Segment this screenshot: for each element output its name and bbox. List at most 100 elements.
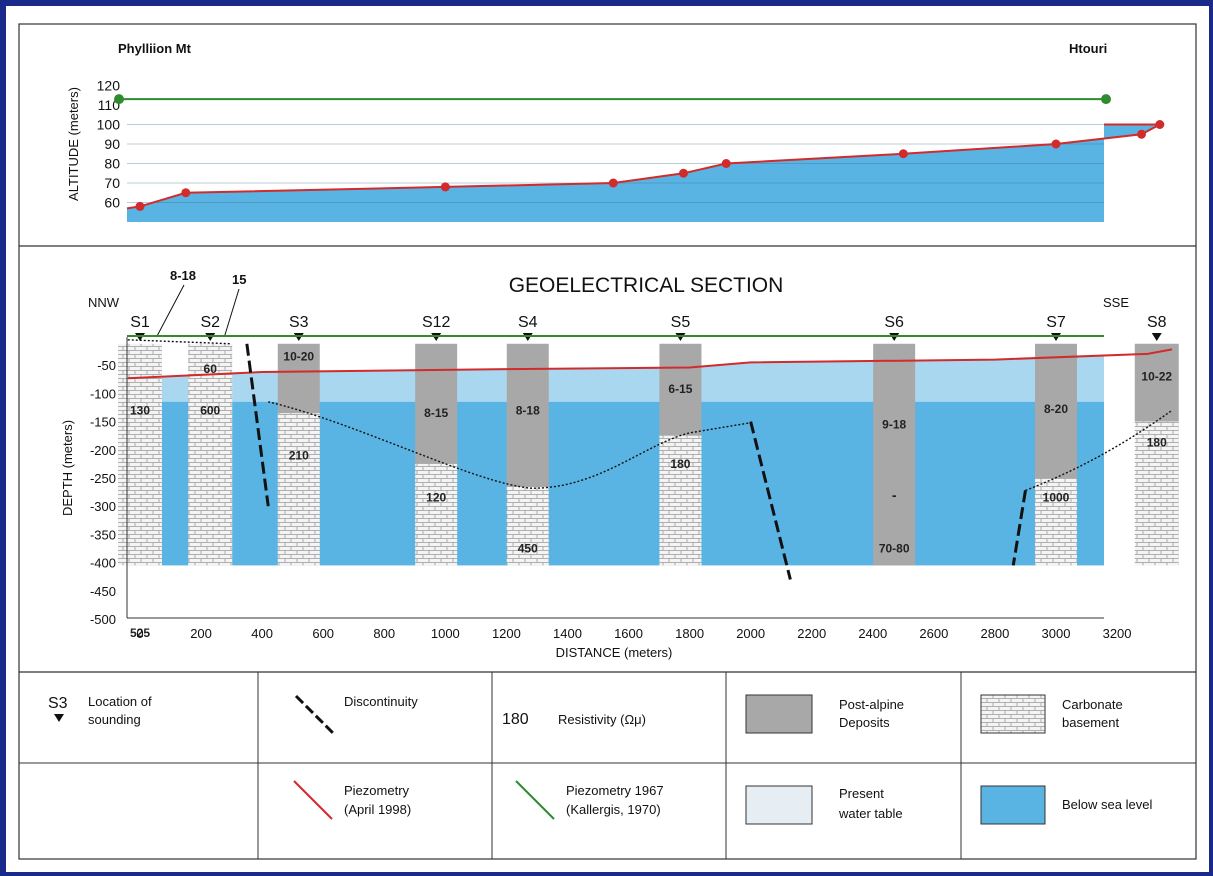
distance-tick-label: 1000 <box>431 626 460 641</box>
legend-piezo-1998-1: Piezometry <box>344 783 410 798</box>
resistivity-label: 525 <box>130 626 150 640</box>
legend-piezo-1998-2: (April 1998) <box>344 802 411 817</box>
post-alpine-column <box>506 343 549 487</box>
legend-piezo-1967-2: (Kallergis, 1970) <box>566 802 661 817</box>
geoelectrical-figure: Phylliion Mt Htouri ALTITUDE (meters) 12… <box>18 23 1197 860</box>
depth-tick-label: -300 <box>90 499 116 514</box>
legend-post-alpine-2: Deposits <box>839 715 890 730</box>
carbonate-column <box>506 486 549 566</box>
resistivity-label: 10-20 <box>283 350 314 364</box>
callout-label-15: 15 <box>232 272 246 287</box>
piezometry-1998-symbol-icon <box>293 780 333 820</box>
discontinuity-line <box>749 421 792 580</box>
depth-tick-label: -500 <box>90 612 116 627</box>
altitude-point <box>898 149 908 159</box>
depth-tick-label: -150 <box>90 415 116 430</box>
altitude-tick-label: 120 <box>97 78 121 94</box>
resistivity-label: 8-18 <box>516 403 540 417</box>
legend-water-table-2: water table <box>838 806 903 821</box>
post-alpine-column <box>659 343 702 436</box>
altitude-point <box>440 182 450 192</box>
sounding-marker-icon <box>54 714 64 722</box>
legend-post-alpine-1: Post-alpine <box>839 697 904 712</box>
basement-contact-dotted <box>268 401 751 489</box>
legend-sea-level-text: Below sea level <box>1062 797 1152 812</box>
legend-sea-level: Below sea level <box>980 785 1152 825</box>
piezometry-1967-point <box>114 94 124 105</box>
distance-tick-label: 800 <box>373 626 395 641</box>
altitude-tick-label: 80 <box>104 156 120 172</box>
distance-tick-label: 400 <box>251 626 273 641</box>
sounding-label: S12 <box>422 314 451 331</box>
discontinuity-symbol-icon <box>294 694 335 735</box>
right-place-label: Htouri <box>1069 41 1107 56</box>
carbonate-column <box>1134 421 1179 566</box>
legend-carbonate: Carbonate basement <box>980 694 1123 734</box>
resistivity-label: 10-22 <box>1141 369 1172 383</box>
section-piezometry-1998-line <box>127 348 1173 380</box>
sounding-label: S4 <box>518 314 538 331</box>
resistivity-label: 450 <box>518 542 538 556</box>
depth-tick-label: -250 <box>90 471 116 486</box>
resistivity-label: 600 <box>200 403 220 417</box>
sea-level-swatch <box>980 785 1046 825</box>
altitude-tick-label: 100 <box>97 117 121 133</box>
altitude-axis-label: ALTITUDE (meters) <box>66 87 81 201</box>
carbonate-column <box>415 463 458 566</box>
altitude-point <box>721 159 731 168</box>
altitude-panel: Phylliion Mt Htouri ALTITUDE (meters) 12… <box>66 41 1165 222</box>
sounding-label: S7 <box>1046 314 1066 331</box>
post-alpine-column <box>1035 343 1077 478</box>
legend: S3 Location of sounding Discontinuity 18… <box>19 672 1196 859</box>
legend-resistivity-text: Resistivity (Ωμ) <box>558 712 646 727</box>
left-place-label: Phylliion Mt <box>118 41 192 56</box>
piezometry-1967-point <box>1101 94 1111 105</box>
altitude-point <box>678 168 688 178</box>
distance-tick-label: 1400 <box>553 626 582 641</box>
distance-tick-label: 1200 <box>492 626 521 641</box>
resistivity-label: 130 <box>130 403 150 417</box>
depth-tick-label: -200 <box>90 443 116 458</box>
distance-tick-label: 2200 <box>797 626 826 641</box>
distance-tick-label: 1800 <box>675 626 704 641</box>
figure-frame: Phylliion Mt Htouri ALTITUDE (meters) 12… <box>5 5 1210 873</box>
distance-tick-label: 600 <box>312 626 334 641</box>
legend-discontinuity: Discontinuity <box>294 694 418 735</box>
sounding-label: S8 <box>1147 314 1167 331</box>
legend-carbonate-1: Carbonate <box>1062 697 1123 712</box>
sounding-marker-icon <box>1151 333 1162 341</box>
resistivity-label: 180 <box>1147 435 1167 449</box>
depth-tick-label: -450 <box>90 584 116 599</box>
sounding-label: S3 <box>289 314 309 331</box>
depth-tick-label: -400 <box>90 556 116 571</box>
discontinuity-line <box>245 343 270 507</box>
altitude-tick-label: 60 <box>104 195 120 211</box>
direction-right-label: SSE <box>1103 295 1129 310</box>
piezometry-1967-symbol-icon <box>515 780 555 820</box>
distance-tick-label: 1600 <box>614 626 643 641</box>
resistivity-dash-label: - <box>892 487 897 503</box>
legend-piezo-1967-1: Piezometry 1967 <box>566 783 664 798</box>
post-alpine-column <box>277 343 320 414</box>
altitude-point <box>1155 120 1165 129</box>
post-alpine-column <box>1134 343 1179 422</box>
sounding-label: S6 <box>884 314 904 331</box>
distance-tick-label: 3000 <box>1042 626 1071 641</box>
altitude-point <box>608 178 618 188</box>
legend-sounding-text-2: sounding <box>88 712 141 727</box>
carbonate-column <box>118 343 162 566</box>
legend-discontinuity-text: Discontinuity <box>344 694 418 709</box>
legend-piezometry-1998: Piezometry (April 1998) <box>293 780 411 820</box>
distance-tick-label: 2400 <box>858 626 887 641</box>
depth-axis-label: DEPTH (meters) <box>60 420 75 516</box>
distance-tick-label: 2800 <box>980 626 1009 641</box>
section-panel: GEOELECTRICAL SECTION NNW SSE DEPTH (met… <box>60 268 1179 660</box>
water-table-swatch <box>745 785 813 825</box>
resistivity-label: 8-20 <box>1044 402 1068 416</box>
depth-tick-label: -100 <box>90 386 116 401</box>
distance-tick-label: 0 <box>136 626 143 641</box>
legend-sounding-text-1: Location of <box>88 694 152 709</box>
post-alpine-column <box>873 343 916 566</box>
altitude-point <box>1051 139 1061 149</box>
